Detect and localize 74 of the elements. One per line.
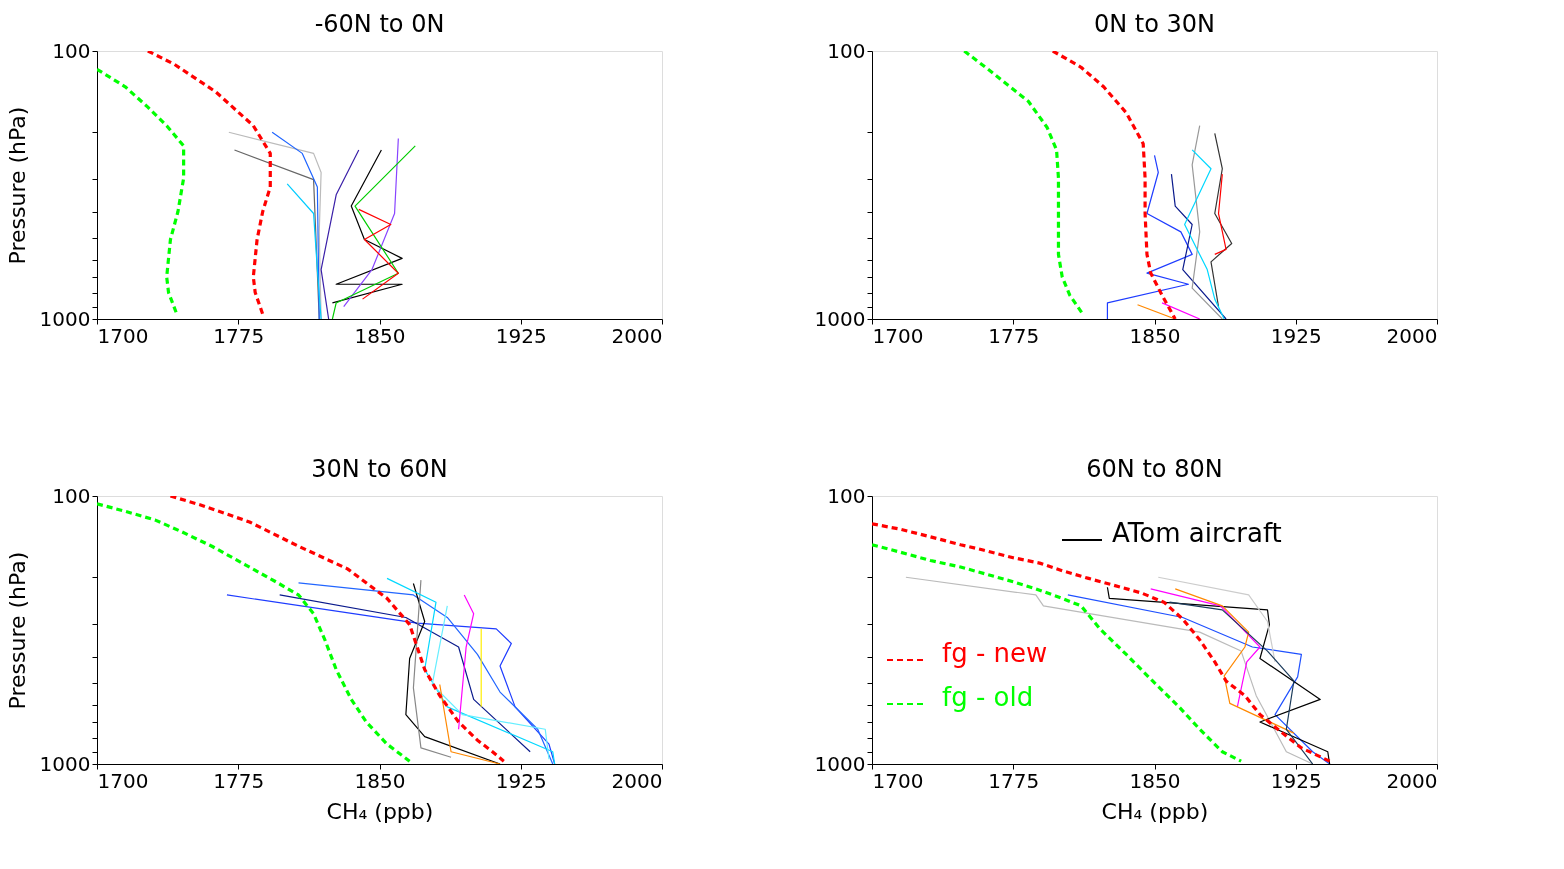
y-tick-label: 1000 bbox=[814, 751, 866, 776]
line-series bbox=[1170, 173, 1227, 319]
line-series bbox=[279, 594, 531, 753]
line-series bbox=[872, 543, 1243, 763]
line-series bbox=[962, 51, 1085, 316]
x-tick-label: 1925 bbox=[1270, 768, 1322, 793]
y-tick-label: 1000 bbox=[814, 306, 866, 331]
line-series bbox=[331, 145, 416, 319]
line-series bbox=[905, 576, 1314, 764]
y-tick-label: 1000 bbox=[39, 751, 91, 776]
x-tick-label: 1925 bbox=[495, 768, 547, 793]
x-tick-label: 1850 bbox=[1129, 323, 1181, 348]
line-series bbox=[1191, 125, 1223, 319]
x-tick-label: 1775 bbox=[213, 323, 265, 348]
x-tick-label: 1700 bbox=[872, 768, 924, 793]
line-series bbox=[228, 131, 322, 319]
chart-title: -60N to 0N bbox=[314, 10, 445, 38]
x-axis-title: CH₄ (ppb) bbox=[1101, 798, 1209, 824]
line-series bbox=[1051, 51, 1177, 319]
line-series bbox=[168, 496, 506, 763]
x-tick-label: 2000 bbox=[1386, 323, 1438, 348]
chart-title: 0N to 30N bbox=[1093, 10, 1216, 38]
y-tick-label: 1000 bbox=[39, 306, 91, 331]
x-tick-label: 1850 bbox=[1129, 768, 1181, 793]
line-series bbox=[1184, 149, 1225, 319]
y-tick-label: 100 bbox=[52, 483, 91, 508]
y-axis-title: Pressure (hPa) bbox=[4, 106, 30, 265]
line-series bbox=[1174, 588, 1295, 734]
x-tick-label: 1700 bbox=[97, 323, 149, 348]
x-tick-label: 1700 bbox=[97, 768, 149, 793]
line-series bbox=[271, 131, 320, 319]
line-series bbox=[458, 594, 475, 730]
y-axis-title: Pressure (hPa) bbox=[4, 551, 30, 710]
y-tick-label: 100 bbox=[827, 483, 866, 508]
y-tick-label: 100 bbox=[827, 38, 866, 63]
line-series bbox=[412, 579, 452, 758]
x-tick-label: 2000 bbox=[611, 323, 663, 348]
line-series bbox=[320, 149, 360, 319]
x-tick-label: 1700 bbox=[872, 323, 924, 348]
line-series bbox=[1150, 588, 1261, 708]
line-series bbox=[331, 149, 403, 304]
x-axis-title: CH₄ (ppb) bbox=[326, 798, 434, 824]
legend-label: fg - old bbox=[942, 682, 1034, 712]
line-series bbox=[343, 137, 399, 308]
y-tick-label: 100 bbox=[52, 38, 91, 63]
x-tick-label: 1850 bbox=[354, 768, 406, 793]
legend-label: fg - new bbox=[942, 638, 1048, 668]
chart-title: 60N to 80N bbox=[1086, 455, 1223, 483]
line-series bbox=[358, 208, 399, 300]
x-tick-label: 1775 bbox=[988, 768, 1040, 793]
x-tick-label: 2000 bbox=[611, 768, 663, 793]
line-series bbox=[286, 183, 322, 319]
line-series bbox=[872, 522, 1332, 763]
line-series bbox=[1210, 132, 1233, 308]
line-series bbox=[1214, 173, 1227, 255]
line-series bbox=[97, 67, 186, 314]
chart-title: 30N to 60N bbox=[311, 455, 448, 483]
line-series bbox=[226, 594, 556, 764]
line-series bbox=[1106, 154, 1193, 319]
x-tick-label: 1775 bbox=[213, 768, 265, 793]
line-series bbox=[1168, 601, 1314, 764]
x-tick-label: 1775 bbox=[988, 323, 1040, 348]
x-tick-label: 1925 bbox=[1270, 323, 1322, 348]
x-tick-label: 1850 bbox=[354, 323, 406, 348]
line-series bbox=[1157, 576, 1276, 663]
line-series bbox=[1067, 594, 1331, 764]
line-series bbox=[431, 605, 550, 760]
line-series bbox=[386, 577, 556, 764]
line-series bbox=[97, 502, 412, 763]
line-series bbox=[146, 51, 272, 316]
x-tick-label: 2000 bbox=[1386, 768, 1438, 793]
legend-label: ATom aircraft bbox=[1112, 518, 1282, 548]
x-tick-label: 1925 bbox=[495, 323, 547, 348]
line-series bbox=[297, 582, 554, 764]
